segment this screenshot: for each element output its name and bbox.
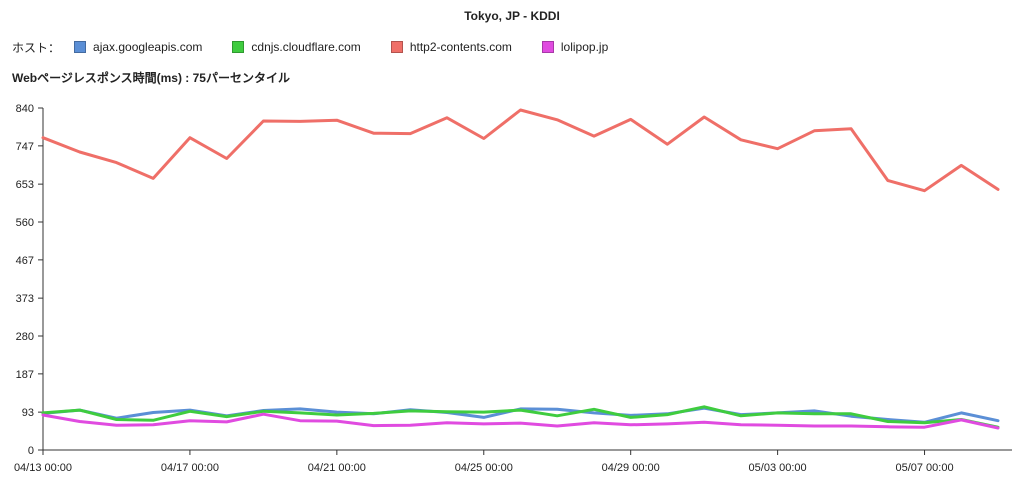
- x-tick-label: 04/29 00:00: [602, 462, 660, 474]
- legend-prefix: ホスト：: [12, 40, 61, 55]
- x-tick-label: 05/07 00:00: [895, 462, 953, 474]
- y-tick-label: 187: [16, 369, 34, 381]
- legend-item-lolipop[interactable]: lolipop.jp: [541, 40, 609, 54]
- x-tick-label: 05/03 00:00: [749, 462, 807, 474]
- legend-label: ajax.googleapis.com: [93, 40, 203, 54]
- legend-item-ajax[interactable]: ajax.googleapis.com: [74, 40, 202, 54]
- y-tick-label: 467: [16, 255, 34, 267]
- y-tick-label: 747: [16, 141, 34, 153]
- series-line-2: [41, 405, 1000, 429]
- legend-item-http2-contents[interactable]: http2-contents.com: [390, 40, 512, 54]
- legend-item-cdnjs[interactable]: cdnjs.cloudflare.com: [232, 40, 361, 54]
- legend-label: cdnjs.cloudflare.com: [251, 40, 361, 54]
- series-line-4: [41, 412, 1000, 430]
- legend-label: http2-contents.com: [409, 40, 512, 54]
- axes: 0 93 187 280 373 467 560 653 747 840 04/13 00:00 04…: [14, 103, 1012, 474]
- y-tick-label: 0: [28, 445, 34, 457]
- y-tick-label: 373: [16, 293, 34, 305]
- x-tick-label: 04/13 00:00: [14, 462, 72, 474]
- y-axis-label: Webページレスポンス時間(ms) : 75パーセンタイル: [12, 71, 290, 85]
- y-tick-label: 280: [16, 331, 34, 343]
- chart-title: Tokyo, JP - KDDI: [464, 9, 560, 23]
- x-tick-label: 04/25 00:00: [455, 462, 513, 474]
- series-lines: [41, 108, 1000, 430]
- x-tick-label: 04/21 00:00: [308, 462, 366, 474]
- y-tick-label: 93: [22, 407, 34, 419]
- y-tick-label: 653: [16, 179, 34, 191]
- x-tick-label: 04/17 00:00: [161, 462, 219, 474]
- y-tick-label: 840: [16, 103, 34, 115]
- series-line-3: [41, 108, 1000, 193]
- legend: ホスト： ajax.googleapis.com cdnjs.cloudflar…: [12, 38, 638, 56]
- legend-swatch: [74, 41, 87, 53]
- legend-swatch: [232, 41, 245, 53]
- legend-swatch: [541, 41, 554, 53]
- y-tick-label: 560: [16, 217, 34, 229]
- legend-swatch: [390, 41, 403, 53]
- legend-label: lolipop.jp: [560, 40, 609, 54]
